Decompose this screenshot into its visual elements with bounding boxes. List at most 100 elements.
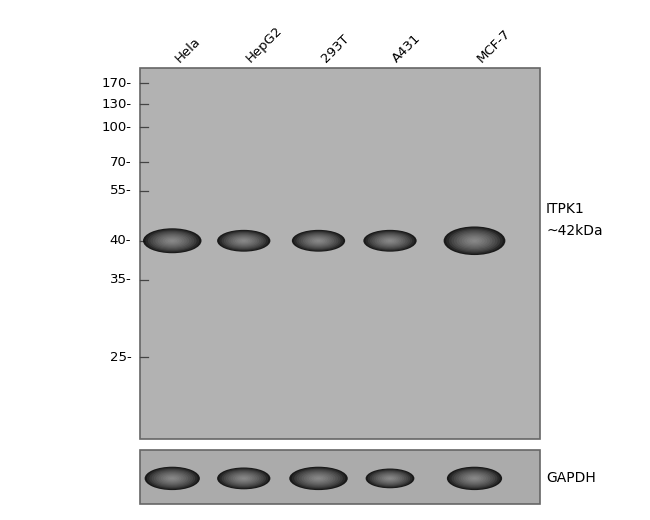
Ellipse shape <box>384 238 396 243</box>
Bar <box>140 68 540 439</box>
Text: ~42kDa: ~42kDa <box>546 225 603 238</box>
Ellipse shape <box>298 232 339 249</box>
Ellipse shape <box>317 240 320 242</box>
Ellipse shape <box>156 472 188 485</box>
Ellipse shape <box>370 232 410 249</box>
Ellipse shape <box>467 237 482 244</box>
Text: Hela: Hela <box>172 35 203 65</box>
Ellipse shape <box>385 239 395 242</box>
Ellipse shape <box>153 232 192 249</box>
Ellipse shape <box>306 474 331 483</box>
Ellipse shape <box>458 472 491 485</box>
Ellipse shape <box>233 236 255 245</box>
Ellipse shape <box>237 238 250 243</box>
Ellipse shape <box>217 467 270 489</box>
Ellipse shape <box>296 231 341 250</box>
Ellipse shape <box>378 473 402 484</box>
Ellipse shape <box>307 236 330 245</box>
Ellipse shape <box>235 237 253 244</box>
Ellipse shape <box>469 238 480 243</box>
Ellipse shape <box>304 473 333 484</box>
Ellipse shape <box>302 472 335 485</box>
Text: 100-: 100- <box>101 121 131 134</box>
Ellipse shape <box>365 469 415 488</box>
Ellipse shape <box>294 231 343 251</box>
Ellipse shape <box>292 230 345 252</box>
Ellipse shape <box>303 235 334 247</box>
Ellipse shape <box>170 477 175 479</box>
Ellipse shape <box>443 226 506 255</box>
Ellipse shape <box>165 238 179 244</box>
Ellipse shape <box>163 474 181 483</box>
Text: HepG2: HepG2 <box>244 24 285 65</box>
Ellipse shape <box>165 475 179 482</box>
Ellipse shape <box>150 231 194 250</box>
Ellipse shape <box>462 235 488 246</box>
Ellipse shape <box>456 471 493 486</box>
Ellipse shape <box>239 476 248 480</box>
Ellipse shape <box>222 231 266 250</box>
Ellipse shape <box>301 233 336 248</box>
Ellipse shape <box>470 476 479 480</box>
Ellipse shape <box>146 229 199 252</box>
Ellipse shape <box>452 469 497 488</box>
Ellipse shape <box>456 232 493 249</box>
Ellipse shape <box>157 235 187 247</box>
Ellipse shape <box>459 233 490 248</box>
Ellipse shape <box>463 474 486 483</box>
Ellipse shape <box>313 476 324 480</box>
Ellipse shape <box>376 235 403 246</box>
Ellipse shape <box>465 474 484 483</box>
Text: 130-: 130- <box>101 98 131 110</box>
Text: 170-: 170- <box>101 76 131 89</box>
Ellipse shape <box>454 231 495 250</box>
Ellipse shape <box>144 467 200 490</box>
Ellipse shape <box>461 473 488 484</box>
Ellipse shape <box>235 475 253 482</box>
Text: GAPDH: GAPDH <box>546 472 596 485</box>
Ellipse shape <box>388 240 392 242</box>
Ellipse shape <box>226 471 261 486</box>
Ellipse shape <box>168 239 177 243</box>
Text: 40-: 40- <box>110 234 131 247</box>
Ellipse shape <box>368 231 412 250</box>
Text: 293T: 293T <box>318 32 352 65</box>
Ellipse shape <box>170 240 175 242</box>
Ellipse shape <box>372 233 408 248</box>
Ellipse shape <box>374 472 406 485</box>
Ellipse shape <box>296 470 341 487</box>
Ellipse shape <box>309 474 328 483</box>
Ellipse shape <box>289 467 348 490</box>
Ellipse shape <box>454 470 495 487</box>
Ellipse shape <box>446 228 503 254</box>
Ellipse shape <box>464 236 485 245</box>
Ellipse shape <box>381 237 399 244</box>
Ellipse shape <box>242 477 246 479</box>
Text: 70-: 70- <box>110 156 131 168</box>
Ellipse shape <box>388 477 392 479</box>
Ellipse shape <box>224 470 264 487</box>
Ellipse shape <box>219 469 268 488</box>
Ellipse shape <box>217 230 270 252</box>
Ellipse shape <box>306 235 332 246</box>
Ellipse shape <box>448 229 500 253</box>
Ellipse shape <box>154 471 190 486</box>
Ellipse shape <box>159 473 186 484</box>
Ellipse shape <box>370 470 410 487</box>
Ellipse shape <box>219 231 268 251</box>
Ellipse shape <box>311 475 326 482</box>
Ellipse shape <box>242 240 246 242</box>
Ellipse shape <box>226 233 261 248</box>
Ellipse shape <box>365 231 415 251</box>
Ellipse shape <box>230 473 257 484</box>
Ellipse shape <box>224 232 264 249</box>
Bar <box>140 450 540 504</box>
Ellipse shape <box>312 238 325 243</box>
Ellipse shape <box>228 235 259 247</box>
Ellipse shape <box>451 230 498 252</box>
Text: 55-: 55- <box>110 184 131 197</box>
Ellipse shape <box>363 230 417 252</box>
Ellipse shape <box>472 240 477 242</box>
Ellipse shape <box>233 474 255 483</box>
Ellipse shape <box>368 470 412 487</box>
